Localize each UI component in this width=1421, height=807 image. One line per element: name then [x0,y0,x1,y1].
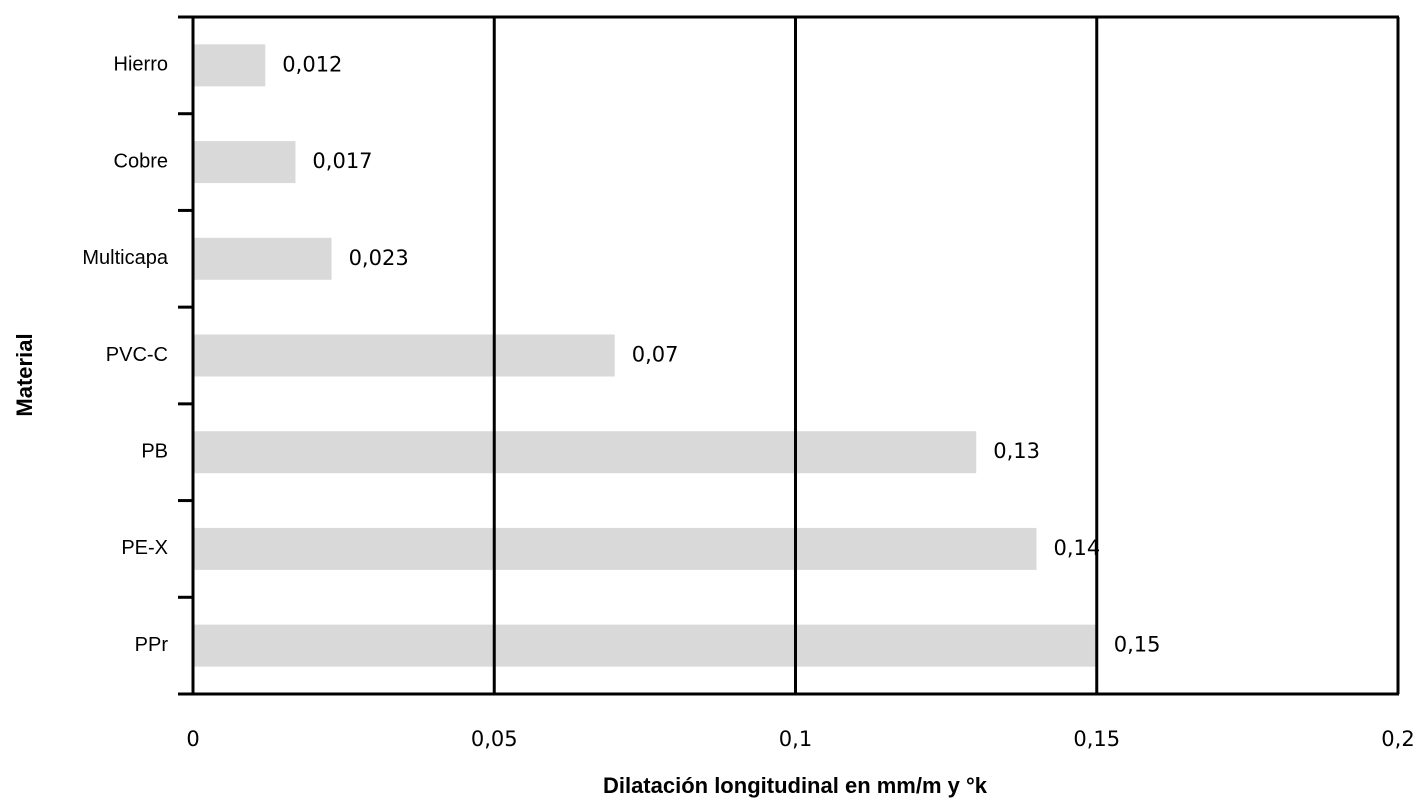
y-tick-label: PB [141,440,168,462]
x-tick-label: 0,05 [471,727,518,751]
x-axis-title: Dilatación longitudinal en mm/m y °k [603,773,988,798]
bar [193,141,296,184]
value-label: 0,017 [312,149,372,173]
value-label: 0,13 [993,439,1040,463]
value-label: 0,14 [1054,536,1101,560]
value-label: 0,15 [1114,633,1161,657]
value-label: 0,07 [632,343,679,367]
x-tick-label: 0,2 [1381,727,1414,751]
value-label: 0,012 [282,52,342,76]
y-axis-title: Material [12,333,37,416]
x-tick-label: 0,15 [1073,727,1120,751]
value-label: 0,023 [349,246,409,270]
x-tick-label: 0,1 [779,727,812,751]
y-tick-label: PE-X [121,537,168,559]
y-tick-label: PPr [135,634,169,656]
bar [193,527,1037,570]
bar [193,237,332,280]
bar [193,334,615,377]
y-tick-label: Cobre [114,150,168,172]
bar [193,624,1097,667]
bar [193,44,266,87]
x-tick-label: 0 [186,727,199,751]
y-tick-label: Multicapa [82,247,168,269]
y-tick-label: Hierro [114,54,168,76]
bar [193,431,977,474]
y-tick-label: PVC-C [106,344,168,366]
